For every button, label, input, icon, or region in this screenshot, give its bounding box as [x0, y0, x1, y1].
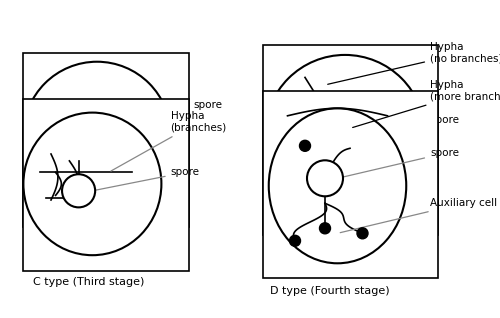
Text: C type (Third stage): C type (Third stage) [32, 277, 144, 287]
Text: A type (First stage): A type (First stage) [40, 233, 146, 243]
Circle shape [62, 174, 95, 207]
Circle shape [290, 235, 300, 246]
Text: D type (Fourth stage): D type (Fourth stage) [270, 286, 390, 296]
Bar [262, 91, 438, 278]
Circle shape [307, 160, 343, 196]
Bar [24, 52, 189, 227]
Text: spore: spore [352, 115, 459, 139]
Bar [262, 45, 438, 235]
Circle shape [320, 223, 330, 234]
Circle shape [300, 140, 310, 151]
Text: B type (Second stage): B type (Second stage) [270, 242, 394, 252]
Text: spore: spore [100, 100, 222, 126]
Ellipse shape [24, 113, 162, 255]
Circle shape [24, 62, 171, 209]
Text: Hypha
(no branches): Hypha (no branches) [328, 42, 500, 84]
Circle shape [357, 228, 368, 239]
Text: spore: spore [340, 148, 459, 178]
Circle shape [265, 55, 425, 215]
Text: Hypha
(more branches): Hypha (more branches) [352, 80, 500, 128]
Text: Hypha
(branches): Hypha (branches) [111, 111, 227, 171]
Text: Auxiliary cell: Auxiliary cell [340, 198, 497, 233]
Bar [24, 99, 189, 271]
Circle shape [314, 121, 351, 159]
Ellipse shape [269, 108, 406, 263]
Text: spore: spore [95, 167, 200, 190]
Circle shape [62, 109, 96, 143]
